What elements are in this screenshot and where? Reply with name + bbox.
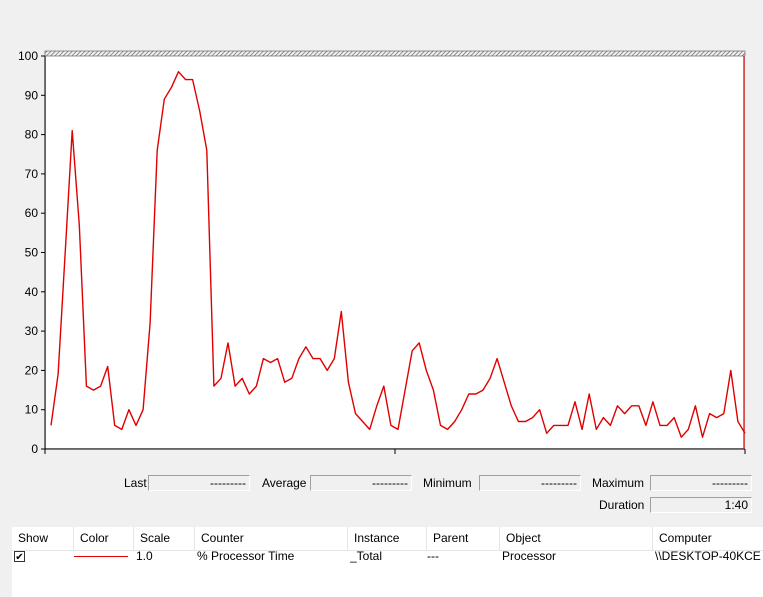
average-value: --------- xyxy=(310,475,412,491)
header-object[interactable]: Object xyxy=(500,527,653,550)
header-instance[interactable]: Instance xyxy=(348,527,427,550)
y-tick-label: 10 xyxy=(25,403,39,417)
maximum-value: --------- xyxy=(650,475,752,491)
minimum-label: Minimum xyxy=(423,476,472,490)
y-tick-label: 40 xyxy=(25,285,39,299)
y-tick-label: 0 xyxy=(31,442,38,456)
counter-scale: 1.0 xyxy=(136,550,153,563)
header-color[interactable]: Color xyxy=(74,527,134,550)
y-tick-label: 100 xyxy=(18,49,38,63)
counter-list-header: Show Color Scale Counter Instance Parent… xyxy=(12,527,763,551)
header-scale[interactable]: Scale xyxy=(134,527,195,550)
show-checkbox[interactable]: ✔ xyxy=(14,551,25,563)
y-tick-label: 80 xyxy=(25,128,39,142)
top-hatch-band xyxy=(44,50,746,57)
counter-object: Processor xyxy=(502,550,557,563)
counter-parent: --- xyxy=(427,550,439,563)
series-line xyxy=(50,70,746,438)
plot-area xyxy=(45,56,745,449)
y-tick-label: 70 xyxy=(25,167,39,181)
maximum-label: Maximum xyxy=(592,476,645,490)
performance-graph: 0 10 20 30 40 50 60 70 80 90 100 xyxy=(18,49,746,456)
minimum-value: --------- xyxy=(479,475,581,491)
counter-computer: \\DESKTOP-40KCE xyxy=(655,550,761,563)
duration-label: Duration xyxy=(599,498,645,512)
header-parent[interactable]: Parent xyxy=(427,527,500,550)
counter-row[interactable]: ✔ 1.0 % Processor Time _Total --- Proces… xyxy=(12,550,763,566)
last-value: --------- xyxy=(148,475,250,491)
counter-name: % Processor Time xyxy=(197,550,295,563)
y-tick-label: 20 xyxy=(25,363,39,377)
y-tick-label: 30 xyxy=(25,324,39,338)
y-tick-label: 90 xyxy=(25,88,39,102)
counter-list[interactable]: Show Color Scale Counter Instance Parent… xyxy=(12,527,763,597)
header-counter[interactable]: Counter xyxy=(195,527,348,550)
counter-instance: _Total xyxy=(350,550,383,563)
counter-color-swatch xyxy=(74,556,128,557)
y-tick-label: 60 xyxy=(25,206,39,220)
y-tick-label: 50 xyxy=(25,246,39,260)
header-show[interactable]: Show xyxy=(12,527,74,550)
duration-value: 1:40 xyxy=(650,497,752,513)
last-label: Last xyxy=(124,476,147,490)
graph-canvas: 0 10 20 30 40 50 60 70 80 90 100 xyxy=(18,49,746,456)
average-label: Average xyxy=(262,476,307,490)
header-computer[interactable]: Computer xyxy=(659,531,712,545)
